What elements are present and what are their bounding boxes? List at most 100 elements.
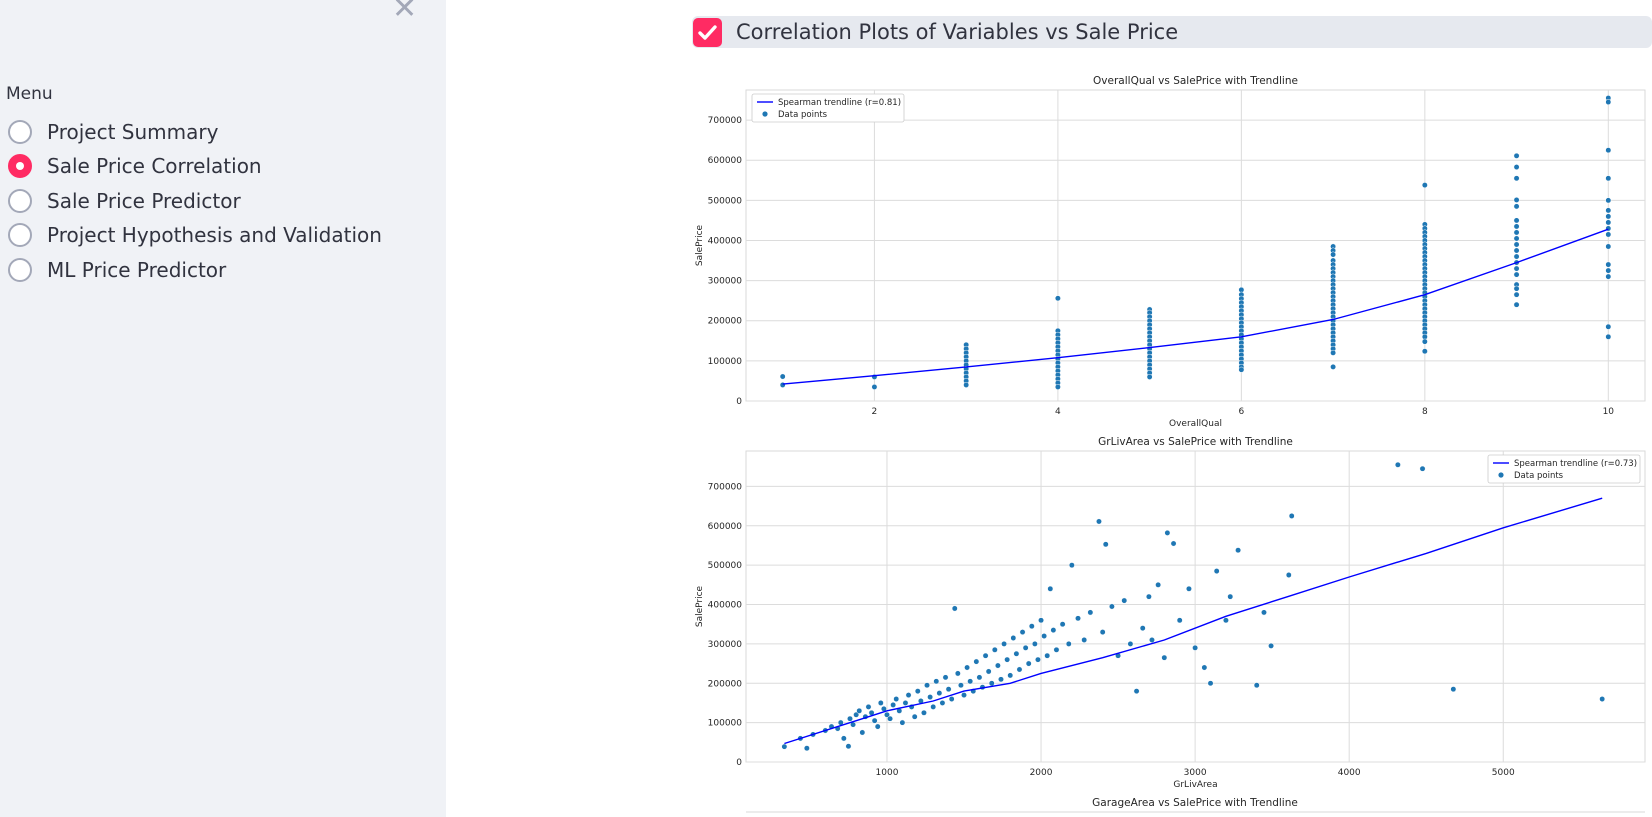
radio-option-ml-price-predictor[interactable]: ML Price Predictor — [8, 254, 226, 286]
radio-button-icon[interactable] — [8, 223, 32, 247]
data-point — [945, 686, 952, 693]
data-point — [1050, 627, 1057, 634]
data-point — [1013, 650, 1020, 657]
radio-button-icon[interactable] — [8, 189, 32, 213]
y-tick-label: 300000 — [708, 640, 743, 650]
data-point — [1053, 646, 1060, 653]
x-tick-label: 5000 — [1492, 768, 1515, 778]
data-point — [1330, 349, 1337, 356]
y-tick-label: 0 — [736, 397, 742, 407]
y-tick-label: 400000 — [708, 601, 743, 611]
correlation-section-header — [692, 16, 1652, 48]
data-point — [865, 703, 872, 710]
data-point — [991, 646, 998, 653]
chart-title-garage-area: GarageArea vs SalePrice with Trendline — [1092, 797, 1298, 809]
data-point — [902, 699, 909, 706]
data-point — [853, 711, 860, 718]
radio-option-project-summary[interactable]: Project Summary — [8, 116, 218, 148]
radio-dot — [16, 162, 24, 170]
data-point — [1285, 572, 1292, 578]
data-point — [899, 719, 906, 726]
data-point — [964, 664, 971, 671]
data-point — [1227, 593, 1234, 600]
scatter-chart-1: 2 4 6 8 10 0 100000 200000 300000 400000 500000 600… — [695, 75, 1646, 429]
y-tick-label: 300000 — [708, 277, 743, 287]
data-point — [1605, 261, 1612, 268]
data-point — [1096, 518, 1102, 525]
data-point — [1605, 147, 1612, 154]
data-point — [1513, 301, 1520, 308]
chart-legend: Spearman trendline (r=0.81) Data points — [751, 93, 905, 123]
data-point — [1207, 680, 1214, 687]
data-point — [847, 715, 853, 722]
legend-label: Data points — [778, 110, 828, 120]
data-point — [963, 381, 970, 388]
data-point — [1161, 654, 1168, 661]
data-point — [1164, 529, 1171, 536]
data-point — [1068, 562, 1075, 569]
legend-label: Spearman trendline (r=0.73) — [1514, 459, 1637, 469]
data-point — [973, 658, 980, 665]
data-point — [1022, 644, 1029, 651]
data-point — [1108, 603, 1115, 610]
x-tick-label: 2000 — [1030, 768, 1053, 778]
y-axis-label: SalePrice — [695, 224, 705, 266]
data-point — [1605, 267, 1612, 274]
data-point — [1041, 633, 1048, 639]
radio-button-icon[interactable] — [8, 120, 32, 144]
data-point — [884, 711, 890, 718]
data-point — [1605, 213, 1612, 220]
data-point — [1513, 285, 1520, 292]
radio-button-selected-icon[interactable] — [8, 154, 32, 178]
trendline — [782, 228, 1609, 385]
legend-label: Data points — [1514, 471, 1564, 481]
data-point — [905, 692, 912, 699]
data-point — [1419, 465, 1426, 472]
data-point — [1031, 640, 1038, 647]
data-point — [985, 668, 992, 675]
plot-area — [745, 89, 1646, 402]
data-point — [1192, 644, 1199, 651]
radio-button-icon[interactable] — [8, 258, 32, 282]
y-tick-label: 500000 — [708, 561, 743, 571]
legend-marker-icon — [1498, 472, 1504, 478]
data-point — [1065, 640, 1072, 647]
data-point — [942, 674, 949, 681]
data-point — [1133, 688, 1140, 695]
data-point — [927, 694, 934, 700]
data-point — [856, 707, 863, 714]
data-point — [1087, 609, 1094, 616]
data-point — [887, 715, 894, 722]
data-point — [1145, 593, 1152, 600]
radio-option-project-hypothesis[interactable]: Project Hypothesis and Validation — [8, 219, 382, 251]
data-point — [1605, 243, 1612, 250]
data-point — [994, 662, 1001, 669]
data-point — [779, 373, 786, 380]
data-point — [781, 743, 788, 750]
data-point — [998, 676, 1004, 683]
radio-option-sale-price-correlation[interactable]: Sale Price Correlation — [8, 150, 262, 182]
data-point — [1605, 175, 1612, 182]
data-point — [1330, 363, 1337, 370]
data-point — [1421, 338, 1428, 345]
data-point — [1268, 642, 1275, 649]
data-point — [1513, 223, 1520, 230]
data-point — [1081, 637, 1088, 643]
x-tick-label: 4000 — [1338, 768, 1361, 778]
x-tick-label: 4 — [1055, 407, 1061, 417]
data-point — [1121, 597, 1128, 604]
data-point — [1010, 635, 1017, 641]
close-x-icon[interactable]: ✕ — [392, 0, 418, 26]
data-point — [954, 670, 961, 677]
data-point — [1201, 664, 1208, 671]
radio-label: Project Summary — [47, 120, 219, 144]
data-point — [933, 678, 940, 685]
radio-option-sale-price-predictor[interactable]: Sale Price Predictor — [8, 185, 241, 217]
data-point — [1605, 197, 1612, 204]
y-tick-label: 100000 — [708, 357, 743, 367]
checkbox-checked-icon[interactable] — [693, 18, 722, 47]
legend-marker-icon — [762, 111, 768, 117]
data-point — [779, 381, 786, 388]
data-point — [1028, 623, 1035, 630]
